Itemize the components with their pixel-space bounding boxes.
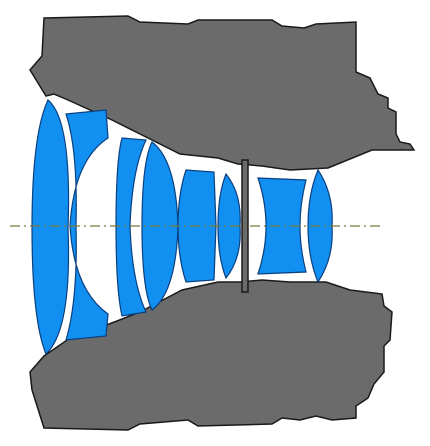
lens-element-3 [115, 137, 147, 317]
lens-element-8 [257, 177, 307, 275]
lens-element-6 [217, 172, 241, 280]
lens-barrel-housing-lower [29, 279, 393, 431]
lens-element-9 [307, 168, 333, 284]
lens-element-2 [65, 109, 109, 341]
lens-element-1 [31, 99, 70, 356]
